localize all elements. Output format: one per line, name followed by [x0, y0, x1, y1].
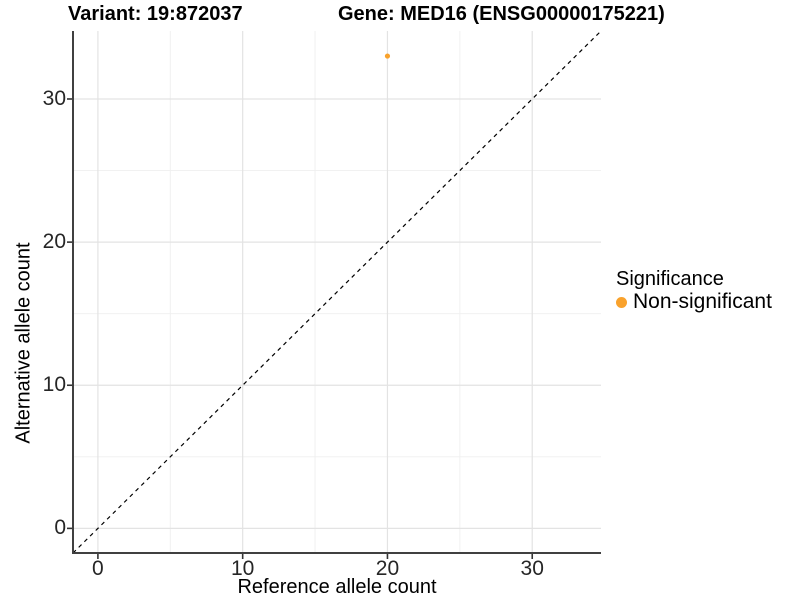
x-axis-title: Reference allele count	[237, 576, 437, 598]
variant-title: Variant: 19:872037	[68, 3, 243, 25]
legend-title: Significance	[616, 268, 724, 290]
legend-item-label: Non-significant	[633, 290, 772, 313]
identity-line	[72, 30, 602, 554]
y-axis-title: Alternative allele count	[12, 242, 35, 444]
y-tick-label: 10	[42, 373, 66, 397]
x-tick-label: 20	[375, 557, 400, 580]
y-tick-label: 20	[42, 230, 66, 254]
data-point	[384, 53, 391, 59]
x-tick-label: 30	[520, 557, 544, 580]
x-tick-label: 0	[92, 557, 104, 580]
legend-key-dot-icon	[616, 296, 627, 308]
x-tick-label: 10	[230, 557, 255, 580]
y-tick-label: 30	[42, 86, 66, 110]
y-tick-label: 0	[54, 516, 66, 540]
legend: Significance Non-significant	[616, 268, 772, 313]
gene-title: Gene: MED16 (ENSG00000175221)	[338, 3, 665, 25]
legend-item: Non-significant	[616, 291, 772, 313]
